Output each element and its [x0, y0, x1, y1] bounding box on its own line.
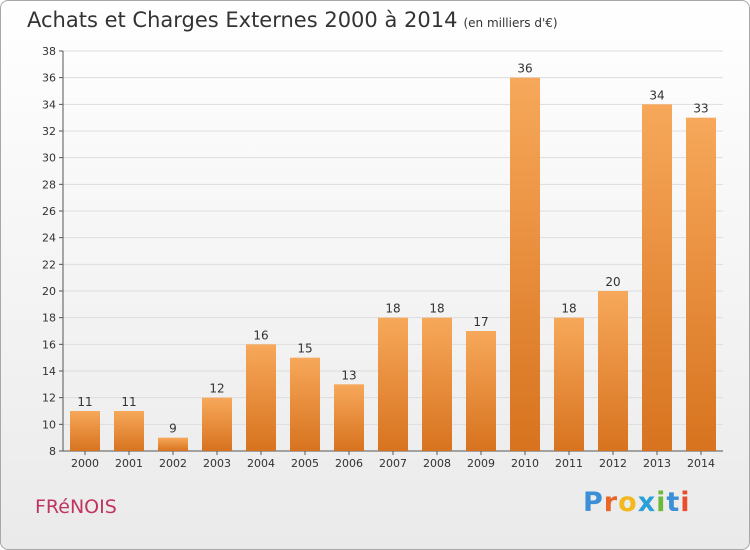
bar: [202, 397, 232, 451]
bar: [246, 344, 276, 451]
chart-title: Achats et Charges Externes 2000 à 2014 (e…: [27, 8, 558, 32]
bar-value-label: 18: [385, 302, 400, 316]
y-tick-label: 38: [42, 45, 56, 58]
bar: [114, 411, 144, 451]
y-tick-label: 24: [42, 232, 56, 245]
logo-letter: t: [666, 487, 681, 518]
x-tick-label: 2003: [203, 457, 231, 470]
y-tick-label: 10: [42, 418, 56, 431]
bar: [158, 437, 188, 451]
bar: [290, 357, 320, 451]
bar: [466, 331, 496, 451]
bar: [642, 104, 672, 451]
y-tick-label: 20: [42, 285, 56, 298]
bar-value-label: 15: [297, 342, 312, 356]
y-tick-label: 34: [42, 98, 56, 111]
bar: [70, 411, 100, 451]
bar-value-label: 18: [561, 302, 576, 316]
bar-value-label: 11: [77, 395, 92, 409]
logo-letter: r: [603, 487, 619, 518]
bar: [378, 317, 408, 451]
bar-value-label: 11: [121, 395, 136, 409]
bar-value-label: 17: [473, 315, 488, 329]
bar: [554, 317, 584, 451]
bar-value-label: 34: [649, 88, 664, 102]
bar: [334, 384, 364, 451]
proxiti-logo: Proxiti: [583, 487, 691, 518]
logo-letter: x: [637, 487, 657, 518]
bar-value-label: 33: [693, 102, 708, 116]
x-tick-label: 2012: [599, 457, 627, 470]
x-tick-label: 2006: [335, 457, 363, 470]
y-tick-label: 32: [42, 125, 56, 138]
x-tick-label: 2001: [115, 457, 143, 470]
y-tick-label: 26: [42, 205, 56, 218]
bar-value-label: 36: [517, 62, 532, 76]
x-tick-label: 2004: [247, 457, 275, 470]
bar-value-label: 20: [605, 275, 620, 289]
bar-value-label: 13: [341, 368, 356, 382]
bar: [510, 77, 540, 452]
x-tick-label: 2002: [159, 457, 187, 470]
x-tick-label: 2010: [511, 457, 539, 470]
y-tick-label: 12: [42, 392, 56, 405]
logo-letter: i: [680, 487, 691, 518]
x-tick-label: 2013: [643, 457, 671, 470]
y-tick-label: 8: [49, 445, 56, 458]
bar: [598, 291, 628, 451]
x-tick-label: 2000: [71, 457, 99, 470]
bar: [422, 317, 452, 451]
bar-value-label: 18: [429, 302, 444, 316]
x-tick-label: 2011: [555, 457, 583, 470]
x-tick-label: 2009: [467, 457, 495, 470]
y-tick-label: 14: [42, 365, 56, 378]
logo-letter: o: [618, 487, 638, 518]
y-tick-label: 18: [42, 312, 56, 325]
commune-name: FRéNOIS: [35, 496, 117, 518]
x-tick-label: 2007: [379, 457, 407, 470]
x-tick-label: 2008: [423, 457, 451, 470]
y-tick-label: 28: [42, 178, 56, 191]
y-tick-label: 22: [42, 258, 56, 271]
x-tick-label: 2014: [687, 457, 715, 470]
y-tick-label: 36: [42, 72, 56, 85]
bar-value-label: 16: [253, 328, 268, 342]
title-unit: (en milliers d'€): [463, 16, 558, 30]
y-tick-label: 30: [42, 152, 56, 165]
title-text: Achats et Charges Externes 2000 à 2014: [27, 8, 458, 32]
x-tick-label: 2005: [291, 457, 319, 470]
logo-letter: i: [656, 487, 667, 518]
y-tick-label: 16: [42, 338, 56, 351]
bar-value-label: 12: [209, 382, 224, 396]
bar: [686, 117, 716, 452]
logo-letter: P: [583, 487, 604, 518]
bar-value-label: 9: [169, 422, 177, 436]
